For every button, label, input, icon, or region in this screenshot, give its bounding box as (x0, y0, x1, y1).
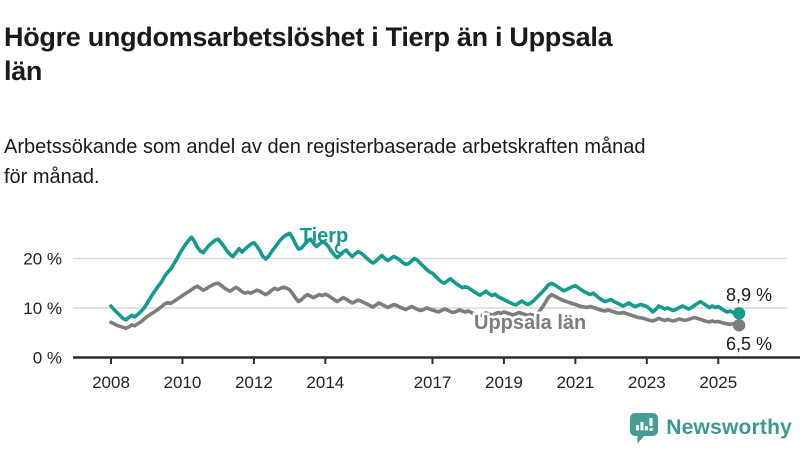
x-axis-label: 2014 (306, 373, 344, 392)
page-title-line-2: län (4, 56, 43, 87)
x-axis-label: 2025 (699, 373, 737, 392)
brand-footer: Newsworthy (629, 412, 792, 444)
series-end-dot-tierp (732, 307, 746, 320)
x-axis-label: 2023 (628, 373, 666, 392)
tierp-label-leader (334, 242, 342, 255)
x-axis-label: 2012 (235, 373, 273, 392)
end-value-label-tierp: 8,9 % (726, 285, 772, 305)
page-title-line-1: Högre ungdomsarbetslöshet i Tierp än i U… (4, 22, 613, 53)
x-axis-label: 2008 (92, 373, 130, 392)
series-line-tierp (109, 231, 741, 322)
page-subtitle-line-1: Arbetssökande som andel av den registerb… (4, 136, 646, 158)
x-axis-label: 2017 (414, 373, 452, 392)
brand-wordmark: Newsworthy (666, 416, 792, 439)
y-axis-label: 20 % (23, 250, 62, 269)
x-axis-label: 2021 (556, 373, 594, 392)
newsworthy-logo-icon (630, 413, 659, 444)
page-title: Högre ungdomsarbetslöshet i Tierp än i U… (4, 20, 764, 88)
page-subtitle-line-2: för månad. (4, 166, 100, 188)
series-label-uppsala-l-n: Uppsala län (474, 312, 586, 334)
x-axis-label: 2010 (164, 373, 202, 392)
end-value-label-uppsala-l-n: 6,5 % (726, 334, 772, 354)
y-axis-label: 0 % (33, 349, 62, 368)
unemployment-line-chart: 0 % 10 % 20 % 2008 2010 2012 2014 2017 2019 2021 2… (23, 225, 800, 392)
series-line-uppsala-l-n (109, 281, 741, 331)
x-axis-label: 2019 (485, 373, 523, 392)
y-axis-label: 10 % (23, 299, 62, 318)
series-label-tierp: Tierp (300, 225, 349, 247)
page-subtitle: Arbetssökande som andel av den registerb… (4, 132, 784, 192)
series-end-dot-uppsala-l-n (732, 319, 746, 332)
